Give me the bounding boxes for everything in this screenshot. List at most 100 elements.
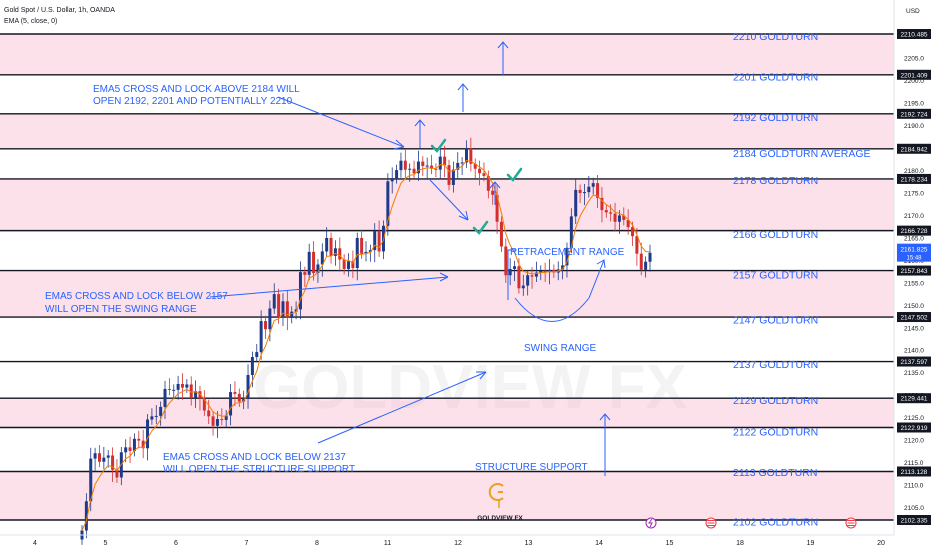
level-badge-value: 2178.234 [900, 176, 927, 183]
level-label: 2122 GOLDTURN [733, 427, 818, 439]
retracement-bracket [507, 249, 516, 300]
candle-body [582, 192, 586, 194]
date-tick-label: 6 [174, 540, 178, 547]
price-tick-label: 2155.0 [904, 280, 924, 287]
currency-label[interactable]: USD [906, 8, 920, 15]
us-flag-stripe [707, 525, 715, 526]
arrow-head-lower [476, 371, 487, 380]
candle-body [530, 275, 534, 277]
candle-body [447, 165, 451, 185]
event-icons[interactable] [645, 517, 857, 529]
level-badge-value: 2184.942 [900, 146, 927, 153]
level-label: 2147 GOLDTURN [733, 314, 818, 326]
zone-band [0, 270, 894, 318]
candle-body [613, 213, 617, 222]
lightning-icon [648, 518, 653, 528]
us-flag-stripe [847, 522, 855, 524]
candle-body [272, 294, 276, 309]
last-price-value: 2161.825 [900, 247, 927, 254]
price-tick-label: 2140.0 [904, 348, 924, 355]
candle-body [434, 168, 438, 170]
candle-body [132, 438, 136, 451]
level-label: 2201 GOLDTURN [733, 72, 818, 84]
date-tick-label: 4 [33, 540, 37, 547]
arrow-up-2210 [497, 41, 509, 75]
price-tick-label: 2115.0 [904, 460, 924, 467]
candle-body [163, 388, 167, 407]
candle-body [399, 160, 403, 171]
candle-body [587, 186, 591, 193]
candle-body [430, 165, 434, 169]
candle-body [320, 251, 324, 265]
level-badge [897, 312, 931, 323]
candle-body [648, 252, 652, 262]
level-label: 2102 GOLDTURN [733, 517, 818, 529]
price-tick-label: 2125.0 [904, 415, 924, 422]
candle-body [146, 419, 150, 449]
level-badge-value: 2210.485 [900, 32, 927, 39]
level-badge-value: 2122.919 [900, 425, 927, 432]
candle-body [617, 215, 621, 222]
indicator-legend[interactable]: EMA (5, close, 0) [4, 18, 57, 25]
candle-body [464, 148, 468, 163]
arrow-line-middle [209, 276, 449, 298]
candle-body [106, 455, 110, 458]
candle-body [290, 311, 294, 318]
candle-body [303, 272, 307, 275]
price-tick-label: 2180.0 [904, 168, 924, 175]
candle-body [124, 447, 128, 453]
zone-band [0, 471, 894, 520]
level-label: 2157 GOLDTURN [733, 269, 818, 281]
arrow-up-2201 [457, 83, 469, 112]
candle-body [128, 447, 132, 451]
time-axis[interactable]: 4 5 6 7 8 11 12 13 14 15 18 19 20 [33, 540, 885, 547]
candle-body [443, 156, 447, 166]
candle-body [285, 301, 289, 318]
swing-curve-head [588, 259, 606, 299]
candle-body [202, 398, 206, 411]
candle-body [268, 308, 272, 330]
candle-body [386, 181, 390, 226]
level-label: 2137 GOLDTURN [733, 359, 818, 371]
candle-body [246, 375, 250, 399]
level-badge-value: 2102.335 [900, 518, 927, 525]
candle-body [316, 264, 320, 274]
candle-body [176, 383, 180, 390]
level-badge [897, 29, 931, 39]
candle-body [596, 183, 600, 198]
price-tick-label: 2170.0 [904, 213, 924, 220]
level-badge [897, 422, 931, 433]
level-badge-value: 2147.502 [900, 315, 927, 322]
symbol-title[interactable]: Gold Spot / U.S. Dollar, 1h, OANDA [4, 7, 115, 14]
level-badge [897, 173, 931, 184]
candle-body [194, 391, 198, 398]
goldview-logo-icon [488, 483, 504, 501]
zone-band [0, 178, 894, 231]
candle-body [517, 266, 521, 289]
candle-body [207, 410, 211, 417]
price-tick-label: 2120.0 [904, 438, 924, 445]
level-badge-value: 2192.724 [900, 111, 927, 118]
candle-body [115, 469, 119, 478]
annotation-ema-below-2137-line2: WILL OPEN THE STRUCTURE SUPPORT [163, 464, 355, 475]
candle-body [373, 231, 377, 251]
candle-body [102, 457, 106, 462]
candle-body [482, 173, 486, 176]
arrow-up-structure [599, 413, 611, 476]
zone-band [0, 34, 894, 75]
level-badge [897, 143, 931, 154]
annotation-ema-above-2184-line1: EMA5 CROSS AND LOCK ABOVE 2184 WILL [93, 84, 300, 95]
level-badge-value: 2113.128 [901, 469, 928, 476]
candle-body [631, 227, 635, 237]
price-tick-label: 2190.0 [904, 123, 924, 130]
level-badge [897, 466, 931, 477]
arrow-line-down [429, 179, 469, 221]
candle-body [233, 392, 237, 394]
candle-body [451, 169, 455, 185]
candle-body [513, 266, 517, 269]
goldview-logo-text: GOLDVIEW FX [477, 515, 523, 522]
candle-body [460, 162, 464, 164]
candle-body [609, 212, 613, 214]
bar-countdown: 15:48 [906, 256, 922, 262]
